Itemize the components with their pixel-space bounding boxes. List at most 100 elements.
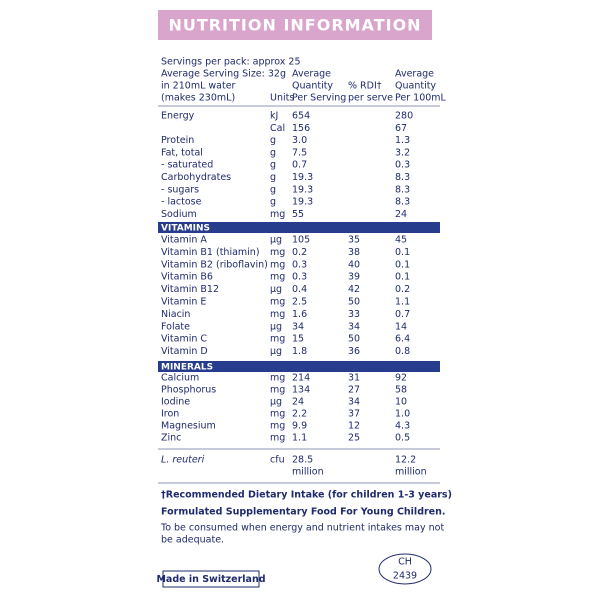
per-serving: 1.1 [292, 433, 307, 444]
per-100ml: 14 [395, 321, 407, 332]
rdi: 50 [348, 297, 360, 308]
origin-box [162, 570, 260, 588]
unit: g [270, 172, 276, 183]
per-serving: 0.3 [292, 272, 307, 283]
per-100ml: 0.7 [395, 309, 410, 320]
per-serving: 2.2 [292, 409, 307, 420]
nutrient-name: Vitamin A [161, 235, 207, 246]
nutrient-name: Vitamin C [161, 334, 207, 345]
per-serving: 134 [292, 385, 310, 396]
nutrient-name: Vitamin E [161, 297, 206, 308]
per-100ml: 1.1 [395, 297, 410, 308]
rdi: 34 [348, 397, 360, 408]
nutrient-name: - lactose [161, 197, 202, 208]
nutrient-name: Vitamin B2 (riboflavin) [161, 259, 268, 270]
per-serving: 0.2 [292, 247, 307, 258]
nutrient-name: Fat, total [161, 147, 203, 158]
column-header: Per 100mL [395, 93, 447, 104]
per-100ml: 8.3 [395, 197, 410, 208]
per-100ml: 0.3 [395, 160, 410, 171]
column-header: % RDI† [348, 81, 382, 92]
unit: mg [270, 433, 285, 444]
rdi: 42 [348, 284, 360, 295]
unit: mg [270, 272, 285, 283]
section-band [158, 361, 440, 372]
per-serving: 28.5 [292, 455, 313, 466]
unit: g [270, 147, 276, 158]
per-serving: 7.5 [292, 147, 307, 158]
unit: kJ [270, 111, 278, 122]
unit: µg [270, 321, 282, 332]
per-serving: 1.8 [292, 346, 307, 357]
nutrient-name: Protein [161, 135, 194, 146]
unit: µg [270, 235, 282, 246]
unit: mg [270, 247, 285, 258]
per-100ml: 24 [395, 209, 407, 220]
rdi: 36 [348, 346, 360, 357]
footnote: To be consumed when energy and nutrient … [160, 523, 444, 534]
nutrient-name: Iron [161, 409, 179, 420]
column-header: Quantity [292, 81, 333, 92]
rdi: 35 [348, 235, 360, 246]
per-serving: 1.6 [292, 309, 307, 320]
per-100ml: 67 [395, 123, 407, 134]
per-serving: 0.4 [292, 284, 307, 295]
nutrient-name: Iodine [161, 397, 190, 408]
nutrient-name: Folate [161, 321, 190, 332]
section-title: VITAMINS [161, 224, 210, 234]
per-serving: 214 [292, 373, 310, 384]
per-100ml: 0.1 [395, 272, 410, 283]
per-100ml: 280 [395, 111, 413, 122]
per-serving: 156 [292, 123, 310, 134]
per-serving: 654 [292, 111, 310, 122]
column-header: per serve [348, 93, 393, 104]
unit: Cal [270, 123, 285, 134]
unit: mg [270, 297, 285, 308]
column-header: Units [270, 93, 294, 104]
nutrient-name: Phosphorus [161, 385, 216, 396]
per-serving: 0.7 [292, 160, 307, 171]
per-serving: 19.3 [292, 197, 313, 208]
unit: µg [270, 346, 282, 357]
title: NUTRITION INFORMATION [168, 16, 421, 35]
per-serving: 55 [292, 209, 304, 220]
per-100ml: 0.1 [395, 247, 410, 258]
serving-info: in 210mL water [161, 81, 236, 92]
serving-info: (makes 230mL) [161, 93, 235, 104]
rdi: 40 [348, 259, 360, 270]
unit: g [270, 184, 276, 195]
per-100ml: 0.1 [395, 259, 410, 270]
nutrient-name: Niacin [161, 309, 190, 320]
code-oval [378, 553, 432, 585]
nutrient-name: Sodium [161, 209, 197, 220]
per-100ml: 8.3 [395, 172, 410, 183]
per-serving: 24 [292, 397, 304, 408]
nutrient-name: - sugars [161, 184, 199, 195]
per-serving: 15 [292, 334, 304, 345]
serving-info: Average Serving Size: 32g [161, 69, 286, 80]
serving-info: Servings per pack: approx 25 [161, 57, 301, 68]
footnote: be adequate. [161, 535, 224, 546]
rdi: 33 [348, 309, 360, 320]
unit: g [270, 160, 276, 171]
unit: mg [270, 373, 285, 384]
nutrient-name: Carbohydrates [161, 172, 231, 183]
rdi: 38 [348, 247, 360, 258]
rdi: 39 [348, 272, 360, 283]
code-line: CH [398, 557, 412, 568]
per-serving: 19.3 [292, 184, 313, 195]
section-title: MINERALS [161, 363, 213, 373]
unit: mg [270, 409, 285, 420]
rdi: 12 [348, 421, 360, 432]
per-100ml: 0.5 [395, 433, 410, 444]
nutrient-name: Magnesium [161, 421, 216, 432]
nutrient-name: Vitamin B12 [161, 284, 219, 295]
rdi: 37 [348, 409, 360, 420]
multiplier: million [395, 467, 427, 478]
rdi: 27 [348, 385, 360, 396]
nutrient-name: L. reuteri [161, 455, 205, 466]
per-100ml: 10 [395, 397, 407, 408]
nutrient-name: Energy [161, 111, 195, 122]
per-serving: 0.3 [292, 259, 307, 270]
